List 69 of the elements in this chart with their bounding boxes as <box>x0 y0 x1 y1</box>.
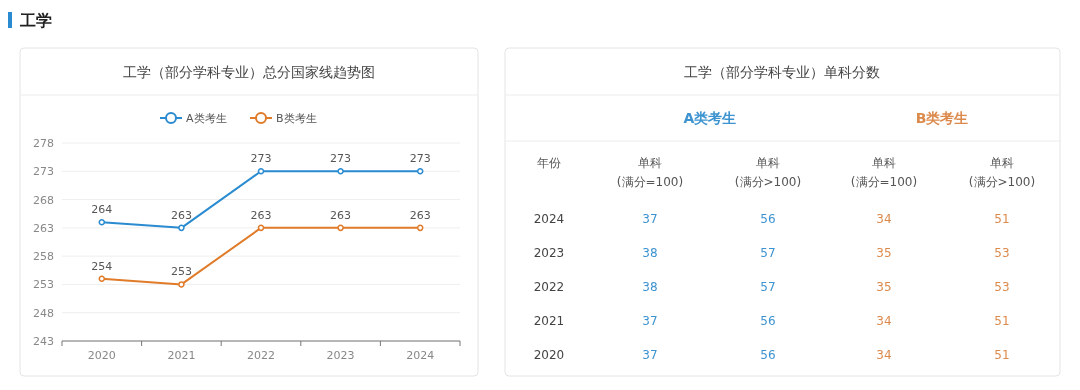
point <box>337 224 344 232</box>
y-tick-label: 2022 <box>533 280 565 294</box>
data-label: 35 <box>876 246 892 260</box>
x-tick-label: 单科(满分=100) <box>850 156 918 189</box>
data-label: 34 <box>876 314 892 328</box>
data-label: 37 <box>642 314 658 328</box>
text: 工学 <box>19 11 52 30</box>
data-label: 51 <box>994 348 1010 362</box>
data-label: 34 <box>876 212 892 226</box>
y-tick-label: 243 <box>33 335 54 348</box>
y-axis-title: 年份 <box>537 156 561 170</box>
data-label: 34 <box>876 348 892 362</box>
y-tick-label: 253 <box>33 278 54 292</box>
data-label: 51 <box>994 212 1010 226</box>
data-label: 263 <box>250 208 272 222</box>
x-tick-label: 2021 <box>167 349 196 362</box>
data-label: 253 <box>170 265 192 279</box>
data-label: 37 <box>642 212 658 226</box>
point <box>416 224 424 232</box>
y-tick-label: 263 <box>33 221 54 235</box>
y-tick-label: 268 <box>33 193 54 207</box>
data-label: 264 <box>91 203 113 217</box>
text: B类考生 <box>915 110 969 126</box>
data-label: 38 <box>642 246 658 260</box>
chart-title: 工学（部分学科专业）总分国家线趋势图 <box>123 64 375 80</box>
legend-label: A类考生 <box>186 112 227 125</box>
data-label: 53 <box>994 280 1010 294</box>
y-tick-label: 2021 <box>533 314 565 328</box>
data-label: 51 <box>994 314 1010 328</box>
data-label: 263 <box>170 208 192 222</box>
x-tick-label: 2023 <box>326 349 355 362</box>
point <box>257 168 265 175</box>
data-label: 57 <box>760 280 776 294</box>
y-tick-label: 2023 <box>533 246 565 260</box>
point <box>416 168 424 175</box>
y-tick-label: 258 <box>33 250 54 264</box>
point <box>178 224 185 232</box>
x-tick-label: 单科(满分>100) <box>968 156 1036 189</box>
data-label: 37 <box>642 348 658 362</box>
data-label: 273 <box>330 152 352 166</box>
data-label: 35 <box>876 280 892 294</box>
x-tick-label: 单科(满分=100) <box>616 156 684 189</box>
data-label: 57 <box>760 246 776 260</box>
x-tick-label: 2024 <box>406 349 435 362</box>
x-tick-label: 2022 <box>247 349 275 362</box>
data-label: 38 <box>642 280 658 294</box>
data-label: 53 <box>994 246 1010 260</box>
y-tick-label: 2024 <box>533 212 565 226</box>
data-label: 56 <box>760 348 776 362</box>
y-tick-label: 273 <box>33 165 54 179</box>
x-tick-label: 单科(满分>100) <box>734 156 802 189</box>
data-label: 263 <box>330 208 352 222</box>
x-tick-label: 2020 <box>87 349 116 362</box>
data-label: 254 <box>91 259 113 273</box>
data-label: 56 <box>760 212 776 226</box>
point <box>257 224 265 232</box>
y-tick-label: 248 <box>33 306 54 320</box>
text: A类考生 <box>683 110 737 126</box>
point <box>98 275 106 283</box>
data-label: 56 <box>760 314 776 328</box>
data-label: 263 <box>409 208 431 222</box>
data-label: 273 <box>250 152 272 166</box>
point <box>337 168 344 175</box>
y-tick-label: 278 <box>33 137 54 150</box>
point <box>98 218 106 226</box>
chart-title: 工学（部分学科专业）单科分数 <box>684 64 880 80</box>
data-label: 273 <box>409 152 431 166</box>
point <box>178 281 185 288</box>
legend-label: B类考生 <box>276 112 317 125</box>
